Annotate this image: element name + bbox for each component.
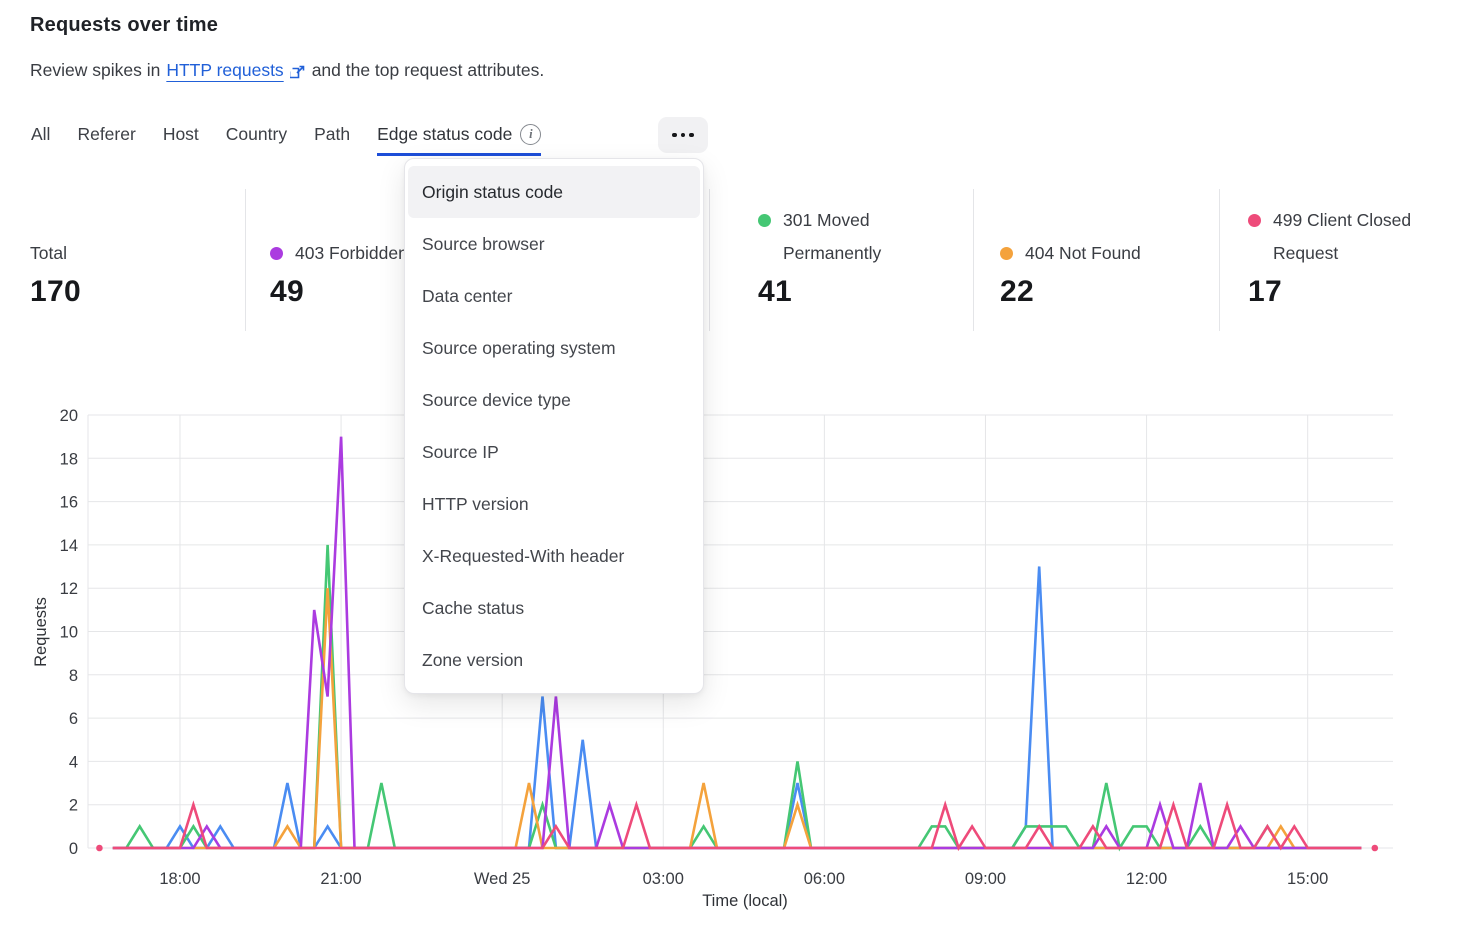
stat-card-label: 499 Client Closed Request (1273, 210, 1412, 263)
menu-item-http-version[interactable]: HTTP version (422, 493, 529, 514)
stat-card-value: 22 (1000, 275, 1034, 308)
attribute-dropdown-menu: Origin status code Source browser Data cen… (404, 158, 704, 694)
stat-card-total: Total 170 (30, 186, 220, 312)
menu-item-origin-status-code[interactable]: Origin status code (408, 166, 700, 218)
y-tick-label: 4 (69, 753, 78, 771)
ellipsis-icon (672, 132, 677, 138)
series-line-301-moved-permanently (112, 544, 1362, 852)
ellipsis-icon (689, 132, 694, 138)
stat-card-499-client-closed-request: 499 Client Closed Request 17 (1248, 186, 1438, 312)
more-tabs-button[interactable] (658, 117, 708, 153)
stat-card-label: Total (30, 243, 67, 263)
y-tick-label: 12 (60, 580, 78, 598)
tab-label: Country (225, 124, 288, 144)
x-tick-label: 12:00 (1126, 870, 1167, 888)
tab-referer[interactable]: Referer (77, 116, 135, 156)
tab-label: Edge status code (377, 124, 513, 144)
x-axis-label: Time (local) (702, 892, 788, 910)
subtitle-prefix: Review spikes in (30, 60, 161, 80)
y-tick-label: 16 (60, 494, 78, 512)
ellipsis-icon (680, 132, 686, 138)
x-tick-label: 06:00 (804, 870, 845, 888)
tab-label: Referer (77, 124, 136, 144)
y-tick-label: 0 (69, 840, 78, 858)
card-divider (973, 189, 974, 331)
series-line-403-forbidden (112, 436, 1362, 850)
y-tick-label: 18 (60, 450, 78, 468)
card-divider (1219, 189, 1220, 331)
y-tick-label: 6 (69, 710, 78, 728)
menu-item-zone-version[interactable]: Zone version (422, 649, 524, 670)
menu-item-cache-status[interactable]: Cache status (422, 597, 525, 618)
x-tick-label: 18:00 (159, 870, 200, 888)
page-subtitle: Review spikes in HTTP requests and the t… (30, 60, 544, 81)
attribute-tabs: All Referer Host Country Path Edge status cod… (31, 116, 542, 156)
tab-host[interactable]: Host (163, 116, 199, 156)
series-color-dot (1000, 247, 1013, 260)
x-tick-label: 03:00 (643, 870, 684, 888)
stat-card-301-moved-permanently: 301 Moved Permanently 41 (758, 186, 918, 312)
y-tick-label: 2 (69, 797, 78, 815)
menu-item-source-device-type[interactable]: Source device type (422, 389, 571, 410)
chart-axes: 0 2 4 6 8 10 12 14 16 18 20 18:00 21:00 Wed 25 03:00 06… (32, 407, 1328, 910)
x-tick-label: 09:00 (965, 870, 1006, 888)
series-color-dot (758, 214, 771, 227)
x-tick-label: Wed 25 (474, 870, 531, 888)
tab-path[interactable]: Path (314, 116, 350, 156)
stat-card-403-forbidden: 403 Forbidden 49 (270, 186, 490, 312)
y-axis-label: Requests (32, 597, 50, 667)
menu-item-source-browser[interactable]: Source browser (422, 233, 545, 254)
stat-card-value: 170 (30, 275, 81, 308)
y-tick-label: 8 (69, 667, 78, 685)
y-tick-label: 14 (60, 537, 78, 555)
info-icon[interactable]: i (520, 124, 542, 145)
tab-label: Path (314, 124, 351, 144)
card-divider (709, 189, 710, 331)
y-tick-label: 10 (60, 624, 78, 642)
series-endpoint-dot (1371, 844, 1379, 852)
stat-card-label: 403 Forbidden (295, 243, 408, 263)
menu-item-x-requested-with-header[interactable]: X-Requested-With header (422, 545, 625, 566)
tab-all[interactable]: All (31, 116, 50, 156)
tab-country[interactable]: Country (226, 116, 287, 156)
stat-card-value: 41 (758, 275, 792, 308)
stat-card-value: 49 (270, 275, 304, 308)
subtitle-suffix: and the top request attributes. (311, 60, 545, 80)
y-tick-label: 20 (60, 407, 78, 425)
card-divider (245, 189, 246, 331)
external-link-icon[interactable] (289, 64, 306, 80)
tab-label: All (31, 124, 51, 144)
stat-card-404-not-found: 404 Not Found 22 (1000, 186, 1185, 312)
stat-card-label: 404 Not Found (1025, 243, 1141, 263)
series-endpoint-dot (96, 844, 103, 852)
menu-item-data-center[interactable]: Data center (422, 285, 513, 306)
page-title: Requests over time (30, 14, 219, 36)
menu-item-source-ip[interactable]: Source IP (422, 441, 499, 462)
chart-series (96, 436, 1379, 852)
series-line-499-client-closed-request (112, 800, 1362, 852)
tab-label: Host (162, 124, 199, 144)
x-tick-label: 15:00 (1287, 870, 1328, 888)
http-requests-link[interactable]: HTTP requests (166, 60, 284, 80)
series-color-dot (270, 247, 283, 260)
x-tick-label: 21:00 (320, 870, 361, 888)
requests-over-time-chart: 0 2 4 6 8 10 12 14 16 18 20 18:00 21:00 Wed 25 03:00 06… (32, 407, 1393, 910)
chart-grid (87, 414, 1393, 849)
tab-edge-status-code[interactable]: Edge status code i (377, 116, 542, 156)
menu-item-source-operating-system[interactable]: Source operating system (422, 337, 616, 358)
stat-card-label: 301 Moved Permanently (783, 210, 882, 263)
stat-card-value: 17 (1248, 275, 1282, 308)
series-color-dot (1248, 214, 1261, 227)
